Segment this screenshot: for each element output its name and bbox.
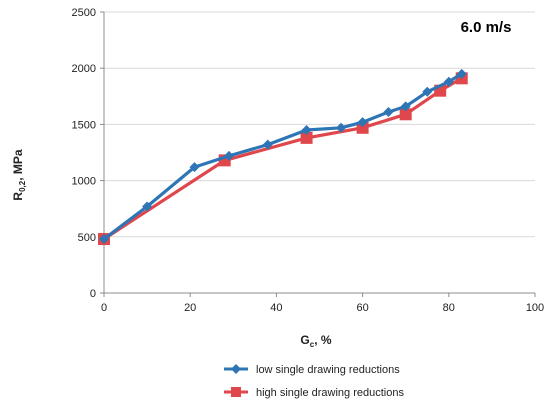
legend-item-low: low single drawing reductions: [224, 364, 400, 376]
point-low-4: [262, 139, 273, 150]
point-low-5: [301, 125, 312, 136]
point-high-3: [356, 121, 369, 134]
speed-annotation: 6.0 m/s: [461, 19, 512, 36]
gridlines: [104, 11, 535, 294]
point-low-12: [456, 68, 467, 79]
legend-label-low: low single drawing reductions: [256, 364, 400, 376]
legend-marker-low: [231, 364, 241, 374]
x-tick-label-3: 60: [356, 302, 368, 314]
y-axis-title-sub: 0,2: [18, 180, 27, 192]
point-low-10: [422, 86, 433, 97]
series-line-high: [103, 76, 463, 241]
point-low-9: [400, 101, 411, 112]
y-axis-title-main: R: [11, 192, 25, 201]
point-low-8: [383, 107, 394, 118]
y-axis-title: R0,2, MPa: [11, 149, 27, 200]
point-low-11: [443, 76, 454, 87]
x-axis-title: Gc, %: [300, 333, 331, 349]
x-tick-label-1: 20: [184, 302, 196, 314]
y-tick-label-1: 500: [78, 232, 96, 244]
axes: [100, 11, 536, 297]
x-tick-label-2: 40: [270, 302, 282, 314]
series-high: [98, 72, 468, 246]
x-tick-label-5: 100: [526, 302, 544, 314]
series-layer: [98, 68, 468, 246]
point-high-2: [300, 131, 313, 144]
x-axis-title-main: G: [300, 333, 309, 347]
y-tick-label-0: 0: [90, 288, 96, 300]
y-axis-title-suffix: , MPa: [11, 149, 25, 181]
x-tick-label-4: 80: [443, 302, 455, 314]
legend-marker-high: [231, 387, 241, 397]
legend-item-high: high single drawing reductions: [224, 387, 404, 399]
point-low-0: [99, 234, 109, 245]
legend: low single drawing reductions high singl…: [224, 364, 404, 399]
point-low-2: [189, 162, 200, 173]
x-tick-label-0: 0: [101, 302, 107, 314]
y-tick-label-5: 2500: [72, 7, 96, 19]
y-tick-labels: 0 500 1000 1500 2000 2500: [72, 7, 96, 300]
point-low-7: [357, 117, 368, 128]
x-tick-labels: 0 20 40 60 80 100: [101, 302, 544, 314]
legend-label-high: high single drawing reductions: [256, 387, 404, 399]
y-tick-label-4: 2000: [72, 63, 96, 75]
point-high-4: [399, 108, 412, 121]
point-low-3: [223, 150, 234, 161]
y-tick-label-3: 1500: [72, 119, 96, 131]
point-low-1: [142, 201, 153, 212]
y-tick-label-2: 1000: [72, 176, 96, 188]
x-axis-title-sub: c: [310, 340, 315, 349]
point-low-6: [336, 122, 347, 133]
series-low: [99, 68, 467, 245]
series-line-low: [103, 72, 463, 241]
x-axis-title-suffix: , %: [314, 333, 332, 347]
